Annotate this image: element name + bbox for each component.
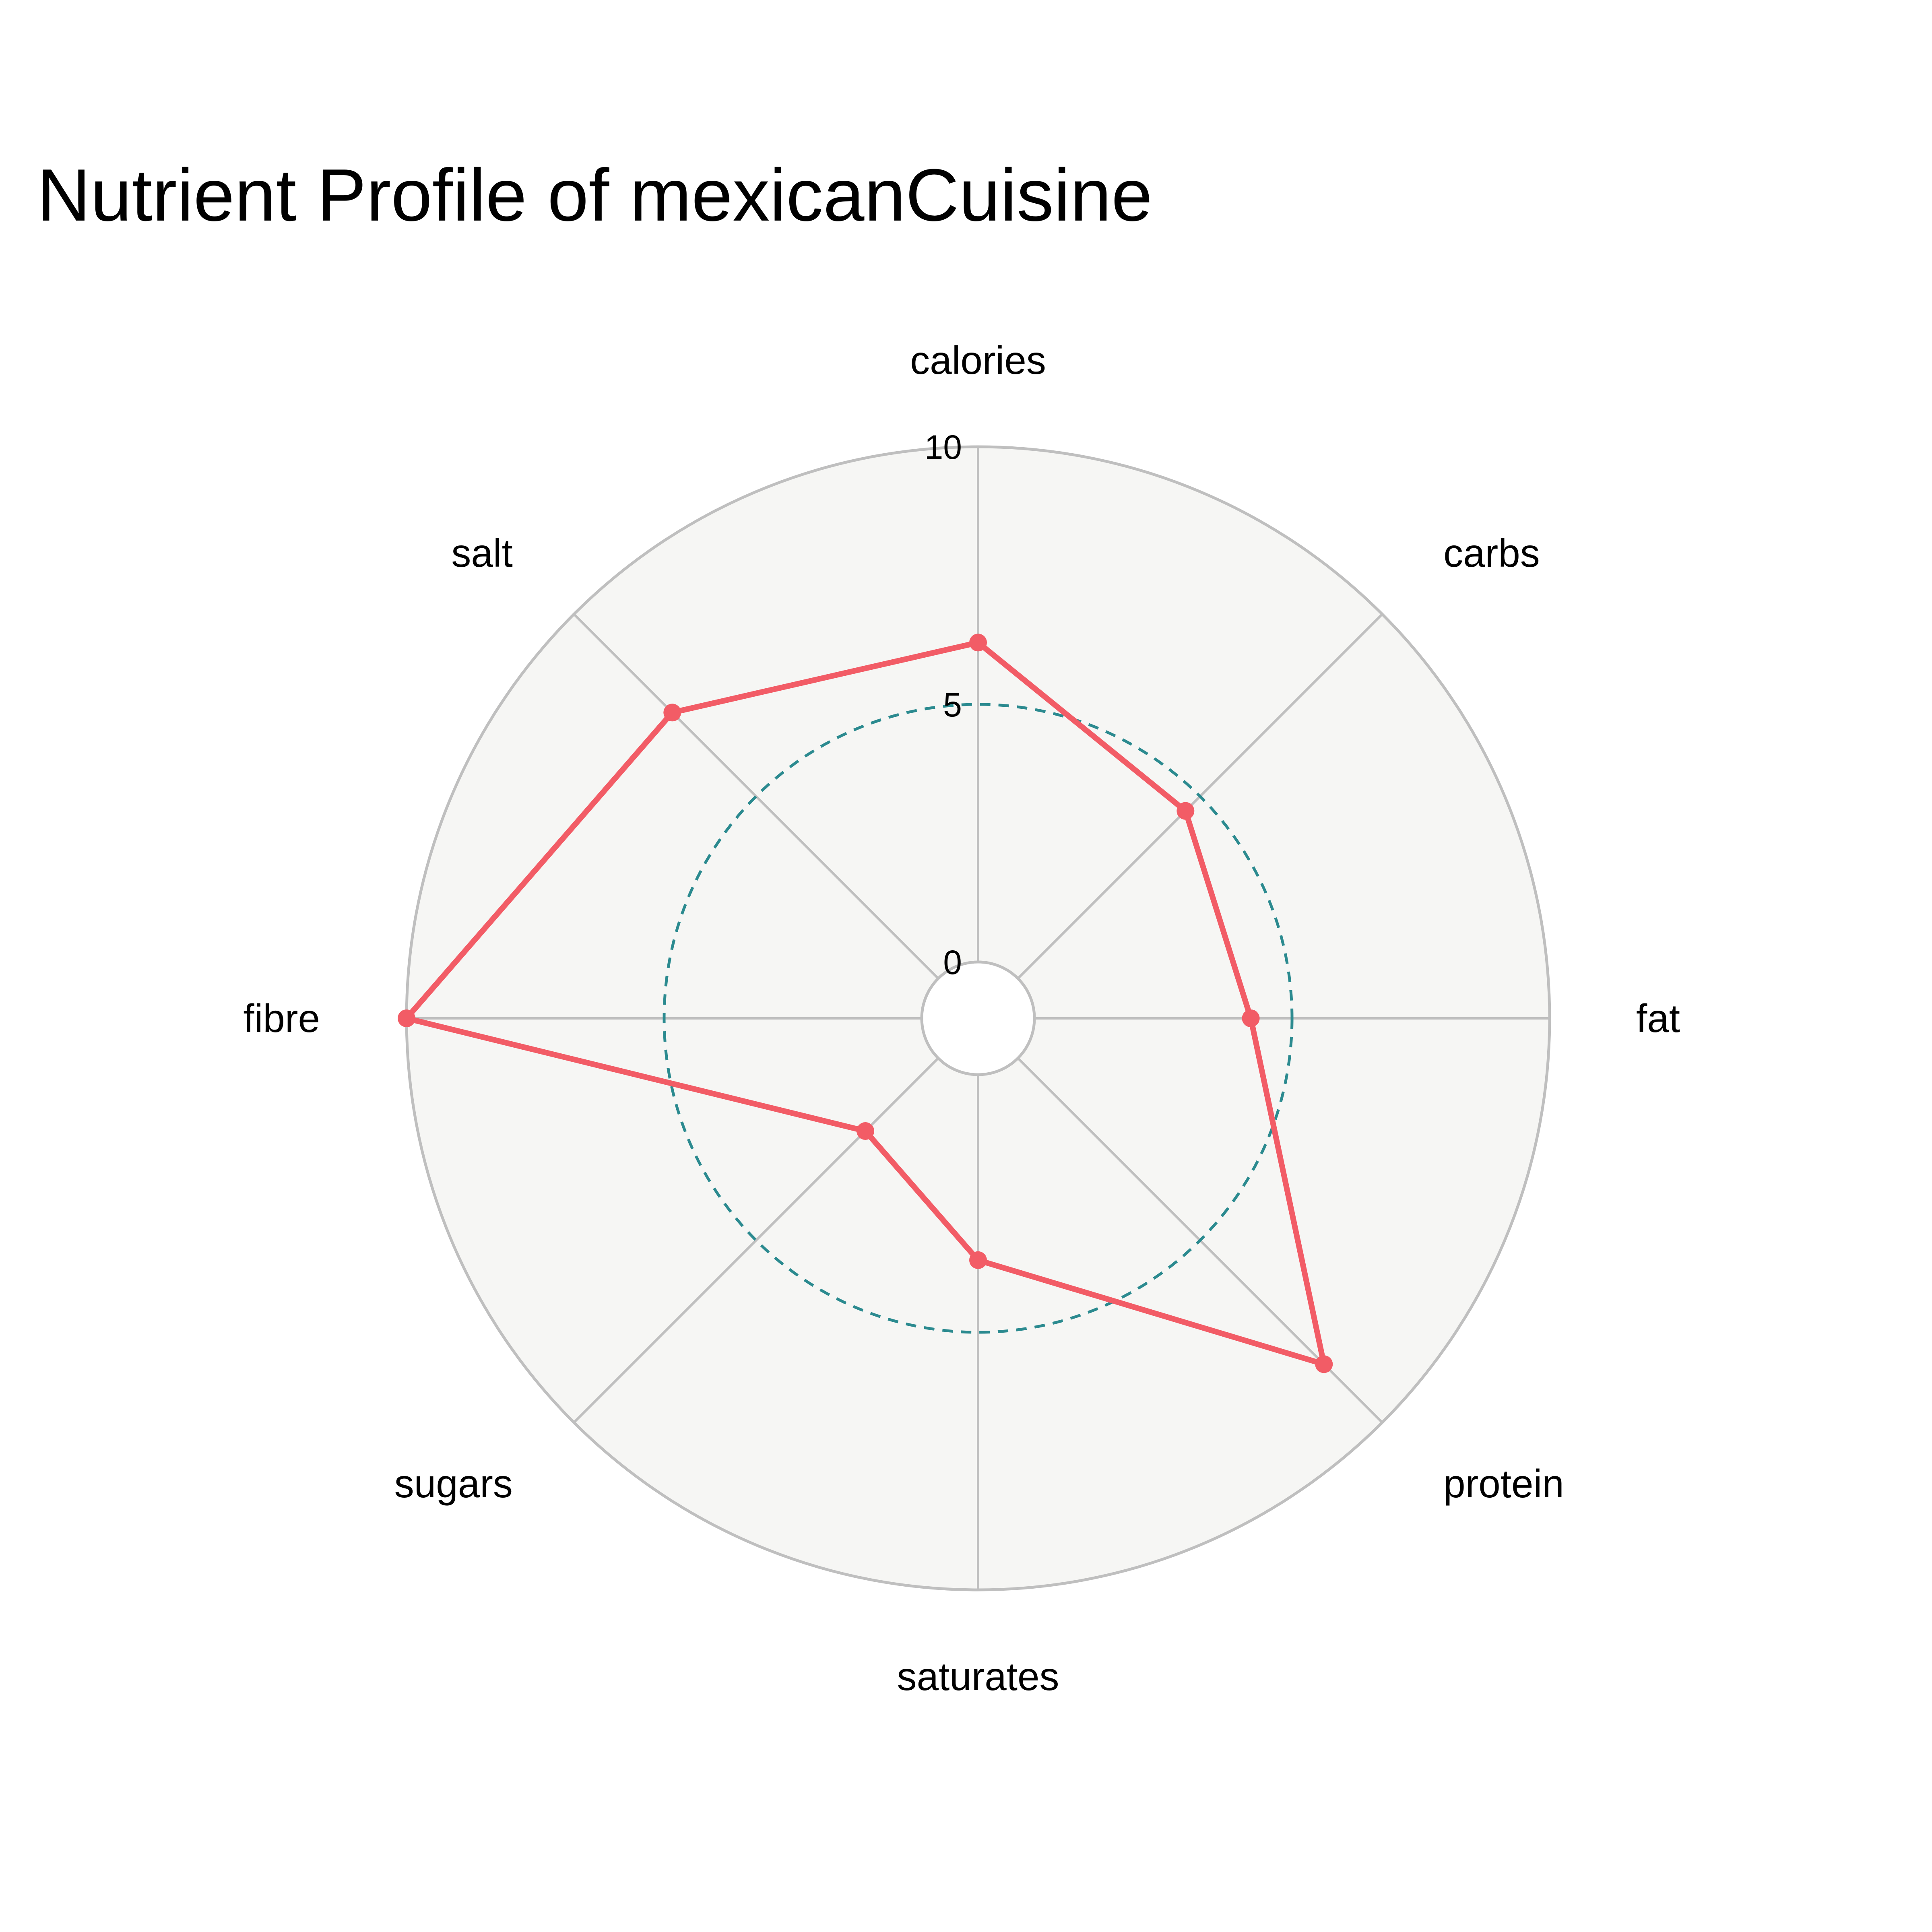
axis-label-protein: protein	[1443, 1461, 1564, 1506]
axis-label-carbs: carbs	[1443, 531, 1540, 575]
data-point-calories	[969, 634, 987, 652]
chart-title: Nutrient Profile of mexicanCuisine	[37, 153, 1152, 236]
data-point-carbs	[1177, 802, 1195, 820]
radial-tick-label: 5	[943, 686, 962, 724]
axis-label-calories: calories	[910, 338, 1046, 382]
data-point-protein	[1315, 1355, 1333, 1373]
inner-ring	[920, 960, 1036, 1076]
axis-label-saturates: saturates	[897, 1654, 1059, 1699]
axis-label-fibre: fibre	[243, 996, 320, 1040]
axis-label-fat: fat	[1636, 996, 1680, 1040]
radial-tick-label: 10	[925, 428, 962, 466]
axis-label-salt: salt	[451, 531, 513, 575]
spoke-sugars	[573, 1057, 939, 1424]
plot-area: 0 5 10 calories carbs fat protein saturates suga…	[243, 338, 1680, 1699]
reference-ring	[663, 703, 1294, 1334]
data-point-sugars	[856, 1122, 874, 1140]
data-point-salt	[663, 704, 681, 722]
radial-tick-label: 0	[943, 943, 962, 981]
data-point-fibre	[398, 1009, 415, 1027]
spoke-salt	[573, 613, 939, 980]
axis-label-sugars: sugars	[394, 1461, 513, 1506]
data-point-fat	[1242, 1009, 1260, 1027]
data-point-saturates	[969, 1251, 987, 1269]
